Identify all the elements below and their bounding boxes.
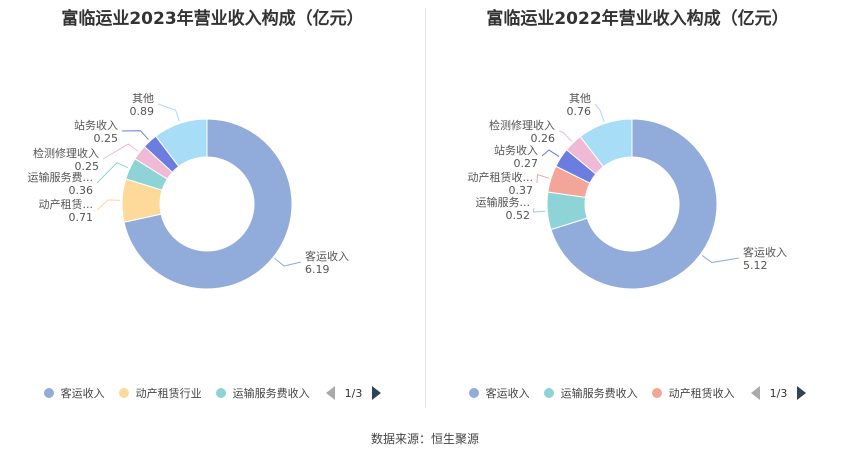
legend: 客运收入 运输服务费收入 动产租赁收入 1/3 bbox=[425, 382, 850, 404]
leader-line bbox=[96, 162, 129, 184]
leader-line bbox=[558, 130, 573, 142]
legend-item[interactable]: 客运收入 bbox=[43, 385, 105, 401]
leader-line bbox=[536, 173, 550, 184]
legend-item[interactable]: 运输服务费收入 bbox=[543, 385, 638, 401]
legend-item[interactable]: 客运收入 bbox=[468, 385, 530, 401]
legend: 客运收入 动产租赁行业 运输服务费收入 1/3 bbox=[0, 382, 425, 404]
slice-value: 0.89 bbox=[130, 105, 155, 118]
legend-swatch bbox=[118, 388, 129, 398]
donut-slice-其他[interactable] bbox=[579, 118, 633, 168]
legend-label: 动产租赁收入 bbox=[668, 387, 735, 400]
donut-slice-客运收入[interactable] bbox=[123, 118, 293, 290]
legend-pager: 1/3 bbox=[750, 386, 807, 400]
slice-value: 0.71 bbox=[69, 211, 94, 224]
legend-swatch bbox=[543, 388, 554, 398]
leader-line bbox=[102, 143, 139, 160]
legend-item[interactable]: 运输服务费收入 bbox=[215, 385, 310, 401]
chart-panel-2023: 富临运业2023年营业收入构成（亿元） 客运收入 6.19 动产租赁... 0.71 运… bbox=[0, 0, 425, 410]
leader-line bbox=[532, 207, 546, 213]
slice-label: 动产租赁收... bbox=[468, 170, 534, 184]
slice-value: 0.76 bbox=[567, 105, 592, 118]
slice-label: 检测修理收入 bbox=[489, 118, 555, 132]
chart-title: 富临运业2023年营业收入构成（亿元） bbox=[61, 9, 364, 29]
slice-value: 0.36 bbox=[69, 184, 94, 197]
leader-line bbox=[541, 149, 560, 157]
slice-value: 0.26 bbox=[531, 132, 556, 145]
legend-label: 运输服务费收入 bbox=[232, 387, 310, 400]
slice-value: 0.52 bbox=[506, 209, 531, 222]
slice-value: 0.37 bbox=[509, 184, 534, 197]
slice-label: 站务收入 bbox=[494, 143, 538, 157]
legend-label: 客运收入 bbox=[60, 387, 105, 400]
donut-slice-其他[interactable] bbox=[155, 118, 208, 168]
legend-swatch bbox=[215, 388, 226, 398]
legend-label: 客运收入 bbox=[485, 387, 530, 400]
slice-label: 其他 bbox=[132, 92, 154, 105]
data-source: 数据来源：恒生聚源 bbox=[370, 432, 479, 446]
slice-value: 0.25 bbox=[94, 132, 119, 145]
legend-pager: 1/3 bbox=[325, 386, 382, 400]
slice-label: 动产租赁... bbox=[39, 197, 94, 211]
slice-label: 站务收入 bbox=[74, 118, 118, 132]
legend-label: 动产租赁行业 bbox=[135, 387, 202, 400]
prev-page-icon[interactable] bbox=[750, 386, 760, 400]
leader-line bbox=[274, 258, 302, 267]
slice-label: 检测修理收入 bbox=[33, 146, 99, 160]
leader-line bbox=[121, 130, 149, 140]
prev-page-icon[interactable] bbox=[325, 386, 335, 400]
slice-label: 运输服务费... bbox=[28, 170, 94, 184]
slice-value: 0.27 bbox=[514, 157, 539, 170]
leader-line bbox=[594, 103, 605, 122]
slice-label: 客运收入 bbox=[305, 249, 349, 263]
slice-label: 其他 bbox=[569, 92, 591, 105]
legend-item[interactable]: 动产租赁行业 bbox=[118, 385, 202, 401]
next-page-icon[interactable] bbox=[372, 386, 382, 400]
legend-swatch bbox=[651, 388, 662, 398]
leader-line bbox=[96, 199, 121, 211]
slice-label: 客运收入 bbox=[743, 245, 787, 259]
chart-panel-2022: 富临运业2022年营业收入构成（亿元） 客运收入 5.12 运输服务... 0.52 动… bbox=[425, 0, 850, 410]
legend-item[interactable]: 动产租赁收入 bbox=[651, 385, 735, 401]
legend-swatch bbox=[468, 388, 479, 398]
next-page-icon[interactable] bbox=[797, 386, 807, 400]
panel-divider bbox=[425, 8, 426, 408]
legend-swatch bbox=[43, 388, 54, 398]
slice-value: 6.19 bbox=[305, 263, 330, 276]
leader-line bbox=[701, 255, 740, 264]
legend-page-indicator: 1/3 bbox=[344, 386, 363, 400]
legend-page-indicator: 1/3 bbox=[769, 386, 788, 400]
donut-slice-客运收入[interactable] bbox=[550, 118, 718, 290]
slice-value: 5.12 bbox=[743, 259, 768, 272]
chart-title: 富临运业2022年营业收入构成（亿元） bbox=[486, 9, 789, 29]
legend-label: 运输服务费收入 bbox=[560, 387, 638, 400]
slice-value: 0.25 bbox=[75, 160, 100, 173]
leader-line bbox=[157, 103, 180, 122]
slice-label: 运输服务... bbox=[476, 195, 531, 209]
